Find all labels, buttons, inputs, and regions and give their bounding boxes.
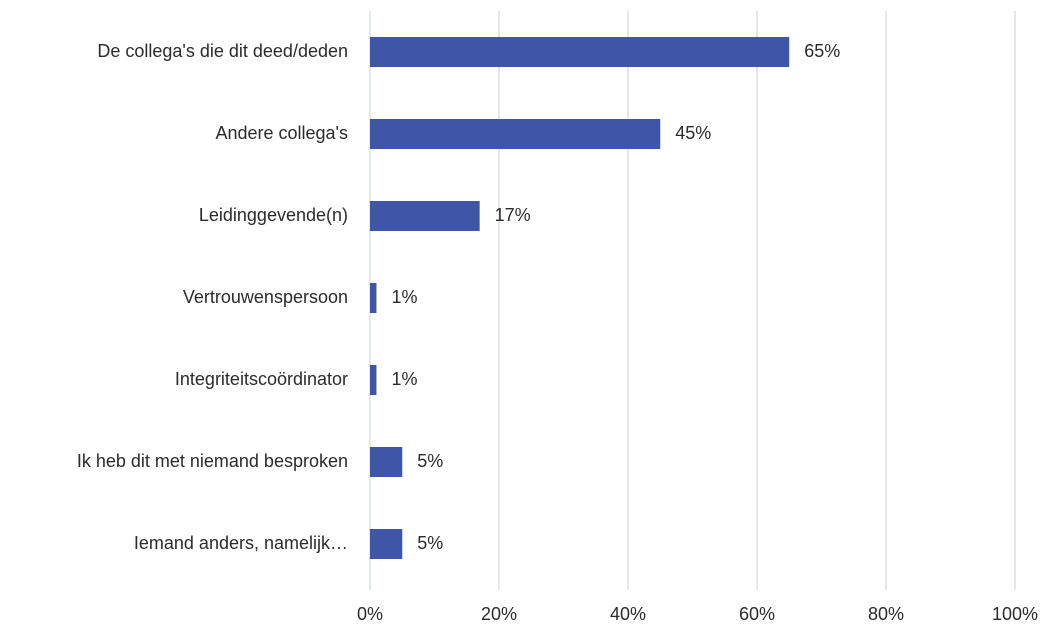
- value-label: 45%: [675, 123, 711, 143]
- y-tick-label: Andere collega's: [215, 123, 348, 143]
- y-tick-label: Ik heb dit met niemand besproken: [77, 451, 348, 471]
- x-tick-label: 0%: [357, 604, 383, 624]
- value-label: 5%: [417, 533, 443, 553]
- bar: [370, 529, 403, 559]
- value-label: 65%: [804, 41, 840, 61]
- value-label: 1%: [391, 287, 417, 307]
- bar: [370, 37, 790, 67]
- bar: [370, 201, 480, 231]
- value-label: 17%: [495, 205, 531, 225]
- bar: [370, 365, 377, 395]
- bar: [370, 283, 377, 313]
- y-tick-label: Integriteitscoördinator: [175, 369, 348, 389]
- x-tick-label: 20%: [481, 604, 517, 624]
- y-tick-label: Vertrouwenspersoon: [183, 287, 348, 307]
- bar: [370, 119, 661, 149]
- x-tick-label: 80%: [868, 604, 904, 624]
- x-tick-label: 40%: [610, 604, 646, 624]
- x-tick-label: 100%: [992, 604, 1038, 624]
- x-tick-label: 60%: [739, 604, 775, 624]
- y-tick-label: De collega's die dit deed/deden: [97, 41, 348, 61]
- y-tick-label: Iemand anders, namelijk…: [134, 533, 348, 553]
- bar: [370, 447, 403, 477]
- value-label: 1%: [391, 369, 417, 389]
- y-tick-label: Leidinggevende(n): [199, 205, 348, 225]
- value-label: 5%: [417, 451, 443, 471]
